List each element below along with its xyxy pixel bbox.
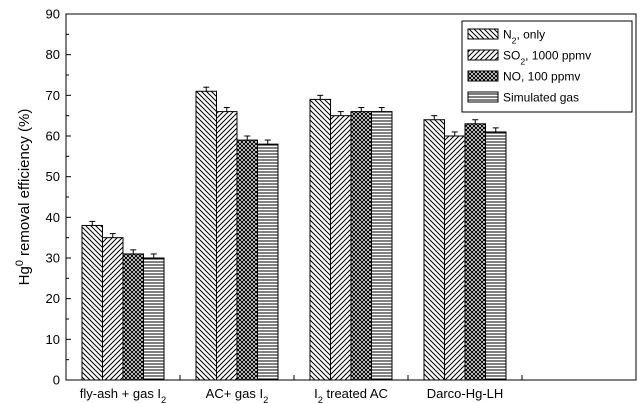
bar — [444, 135, 466, 381]
y-tick-label: 90 — [46, 7, 60, 22]
legend-label: SO2, 1000 ppmv — [503, 49, 591, 67]
bar — [350, 111, 372, 381]
x-category-label: fly-ash + gas I2 — [80, 386, 167, 403]
y-tick-label: 50 — [46, 169, 60, 184]
legend-swatch — [467, 28, 499, 40]
y-tick-label: 30 — [46, 251, 60, 266]
x-category-label: AC+ gas I2 — [206, 386, 269, 403]
x-category-label: I2 treated AC — [314, 386, 388, 403]
bar — [81, 224, 103, 381]
plot-frame — [65, 13, 637, 381]
y-tick-label: 0 — [53, 373, 60, 388]
bar — [257, 143, 279, 381]
bar — [102, 237, 124, 381]
legend: N2, only SO2, 1000 ppmv NO, 100 ppmv Simula… — [461, 20, 633, 113]
y-tick-label: 10 — [46, 332, 60, 347]
legend-label: NO, 100 ppmv — [503, 70, 580, 84]
legend-swatch — [467, 49, 499, 61]
y-axis-title: Hg0 removal efficiency (%) — [14, 109, 33, 286]
bar — [236, 139, 258, 381]
bar — [485, 131, 507, 381]
legend-label: N2, only — [503, 28, 545, 46]
y-tick-label: 70 — [46, 88, 60, 103]
legend-swatch — [467, 70, 499, 82]
bar — [464, 123, 486, 381]
bar — [309, 98, 331, 381]
bar — [143, 257, 165, 381]
x-category-label: Darco-Hg-LH — [427, 386, 504, 401]
y-tick-label: 60 — [46, 129, 60, 144]
legend-label: Simulated gas — [503, 91, 579, 105]
y-tick-label: 40 — [46, 210, 60, 225]
bar — [423, 119, 445, 381]
bar — [371, 111, 393, 381]
bar — [330, 115, 352, 381]
y-tick-label: 20 — [46, 291, 60, 306]
bar — [216, 111, 238, 381]
bar — [122, 253, 144, 381]
bar — [195, 90, 217, 381]
legend-swatch — [467, 91, 499, 103]
y-tick-label: 80 — [46, 47, 60, 62]
